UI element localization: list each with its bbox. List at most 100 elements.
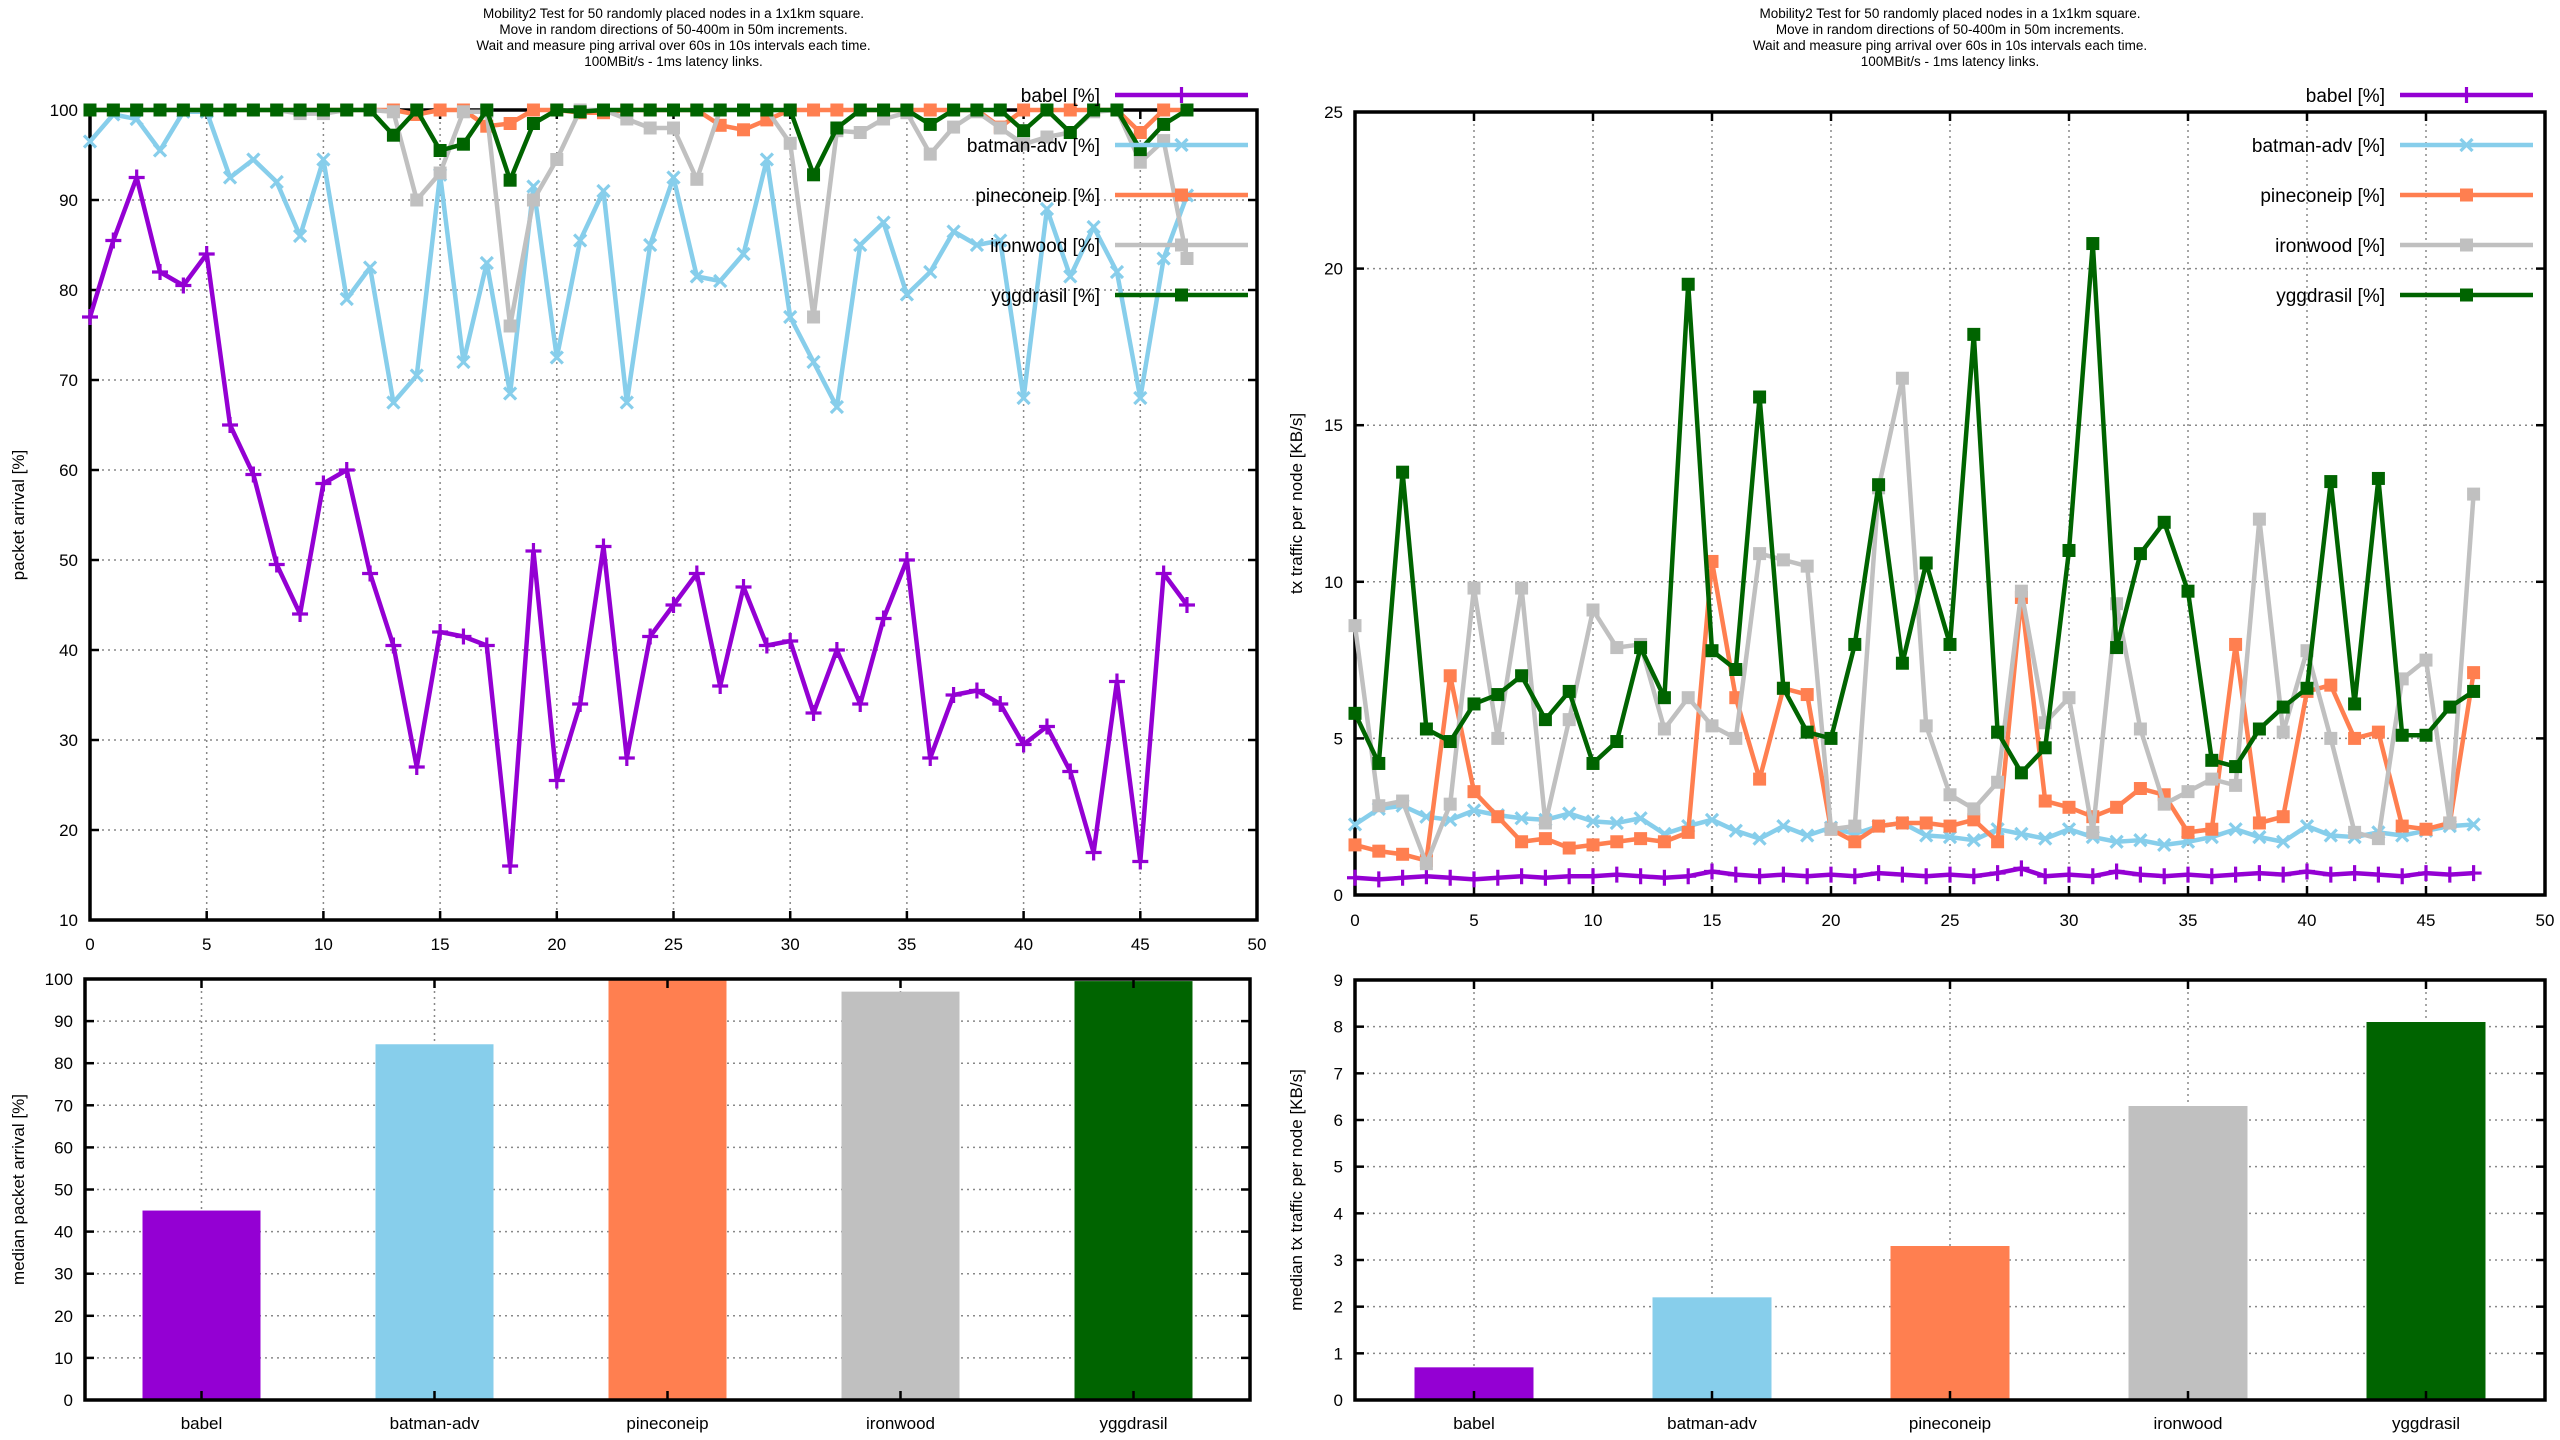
x-marker bbox=[969, 237, 985, 253]
plus-marker bbox=[1823, 866, 1839, 883]
plus-marker bbox=[1989, 865, 2006, 882]
plus-marker bbox=[968, 682, 985, 699]
square-marker bbox=[2252, 722, 2266, 736]
square-marker bbox=[2038, 794, 2052, 808]
x-tick-label: 40 bbox=[1014, 935, 1033, 954]
square-marker bbox=[1110, 103, 1124, 117]
square-marker bbox=[1681, 825, 1695, 839]
x-marker bbox=[1466, 803, 1482, 818]
square-marker bbox=[2229, 760, 2243, 774]
square-marker bbox=[2348, 825, 2362, 839]
square-marker bbox=[153, 103, 167, 117]
x-marker bbox=[2157, 837, 2172, 853]
x-tick-label: 45 bbox=[1131, 935, 1150, 954]
square-marker bbox=[807, 310, 821, 324]
legend-label: yggdrasil [%] bbox=[2276, 286, 2385, 307]
bar-yggdrasil bbox=[2366, 1022, 2486, 1400]
x-marker bbox=[222, 170, 238, 185]
legend-item-batman-adv: batman-adv [%] bbox=[2252, 136, 2533, 157]
square-marker bbox=[853, 103, 867, 117]
square-marker bbox=[410, 193, 424, 207]
square-marker bbox=[667, 103, 680, 117]
square-marker bbox=[947, 120, 961, 134]
tx-traffic-line-chart: 0 5 10 15 20 25 30 35 40 45 50 0 5 10 15 20 25 tx traffic… bbox=[1287, 86, 2554, 930]
square-marker bbox=[433, 103, 447, 117]
x-marker bbox=[1585, 814, 1601, 829]
square-marker bbox=[2395, 728, 2409, 742]
plus-marker bbox=[222, 417, 239, 433]
y-tick-label: 30 bbox=[59, 731, 78, 750]
bar-batman-adv bbox=[1652, 1297, 1772, 1400]
square-marker bbox=[1848, 835, 1862, 849]
square-marker bbox=[1443, 735, 1457, 749]
square-marker bbox=[1133, 155, 1147, 169]
square-marker bbox=[2460, 188, 2473, 202]
plus-marker bbox=[1442, 869, 1459, 886]
x-tick-label: 0 bbox=[1350, 911, 1359, 930]
x-marker bbox=[643, 237, 658, 253]
square-marker bbox=[643, 103, 657, 117]
x-tick-label: 25 bbox=[664, 935, 683, 954]
x-marker bbox=[479, 255, 494, 271]
plus-marker bbox=[1918, 868, 1935, 885]
plus-marker bbox=[688, 565, 705, 582]
plus-marker bbox=[1775, 866, 1792, 883]
chart-title-line: Move in random directions of 50-400m in … bbox=[1775, 22, 2125, 37]
x-marker bbox=[386, 395, 401, 410]
square-marker bbox=[1372, 799, 1386, 813]
plus-marker bbox=[618, 750, 635, 766]
y-axis-title: tx traffic per node [KB/s] bbox=[1287, 413, 1306, 594]
square-marker bbox=[1515, 581, 1529, 595]
square-marker bbox=[2467, 684, 2481, 698]
square-marker bbox=[1175, 288, 1188, 302]
x-marker bbox=[409, 368, 424, 383]
plus-marker bbox=[1608, 866, 1625, 883]
y-tick-label: 50 bbox=[54, 1181, 73, 1200]
square-marker bbox=[1491, 731, 1505, 745]
plus-marker bbox=[2037, 868, 2054, 885]
plus-marker bbox=[1173, 87, 1190, 103]
square-marker bbox=[2181, 825, 2195, 839]
x-marker bbox=[1016, 390, 1031, 406]
y-tick-label: 6 bbox=[1334, 1111, 1343, 1130]
square-marker bbox=[2324, 475, 2338, 489]
square-marker bbox=[923, 117, 937, 131]
plus-marker bbox=[432, 624, 449, 640]
legend-item-pineconeip: pineconeip [%] bbox=[975, 186, 1248, 207]
y-tick-label: 8 bbox=[1334, 1018, 1343, 1037]
bar-yggdrasil bbox=[1074, 981, 1193, 1400]
plus-marker bbox=[2156, 868, 2173, 885]
square-marker bbox=[2348, 697, 2362, 711]
square-marker bbox=[1919, 719, 1933, 733]
square-marker bbox=[1919, 556, 1933, 570]
y-tick-label: 40 bbox=[59, 641, 78, 660]
square-marker bbox=[1157, 103, 1171, 117]
square-marker bbox=[830, 121, 844, 135]
legend-label: pineconeip [%] bbox=[975, 186, 1100, 207]
legend-label: babel [%] bbox=[2306, 86, 2385, 107]
x-marker bbox=[2323, 828, 2338, 843]
plus-marker bbox=[1727, 866, 1744, 883]
square-marker bbox=[1467, 785, 1481, 799]
x-tick-label: 0 bbox=[85, 935, 94, 954]
plus-marker bbox=[2299, 863, 2315, 880]
square-marker bbox=[1800, 688, 1814, 702]
y-tick-label: 20 bbox=[54, 1307, 73, 1326]
plus-marker bbox=[1178, 597, 1195, 613]
square-marker bbox=[1705, 644, 1719, 658]
category-label: ironwood bbox=[866, 1414, 935, 1433]
square-marker bbox=[1610, 641, 1624, 655]
plus-marker bbox=[572, 696, 589, 712]
x-marker bbox=[1942, 829, 1958, 845]
y-tick-label: 60 bbox=[54, 1138, 73, 1157]
square-marker bbox=[1967, 813, 1981, 827]
square-marker bbox=[2443, 700, 2457, 714]
x-marker bbox=[316, 152, 331, 167]
square-marker bbox=[1396, 847, 1410, 861]
y-tick-label: 4 bbox=[1334, 1204, 1343, 1223]
legend-label: batman-adv [%] bbox=[967, 136, 1100, 157]
square-marker bbox=[2276, 725, 2290, 739]
y-axis-title: median tx traffic per node [KB/s] bbox=[1287, 1069, 1306, 1311]
square-marker bbox=[737, 103, 751, 117]
plus-marker bbox=[245, 466, 262, 483]
